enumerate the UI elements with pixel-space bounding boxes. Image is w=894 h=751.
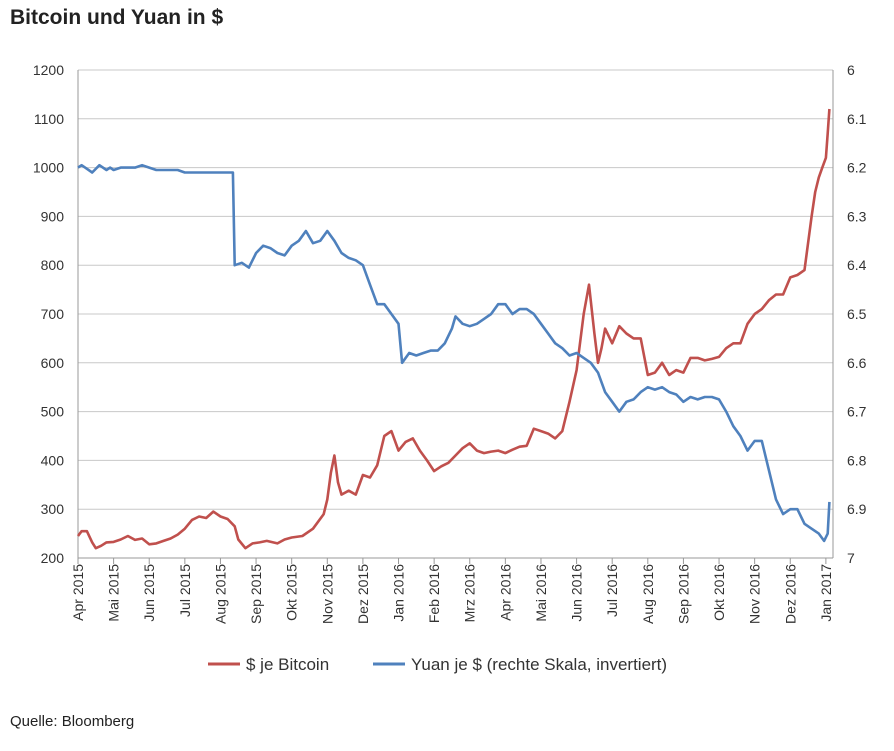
left-tick-label: 1000 bbox=[33, 160, 64, 176]
left-tick-label: 200 bbox=[41, 550, 65, 566]
x-tick-label: Mai 2016 bbox=[533, 564, 549, 622]
x-tick-label: Mai 2015 bbox=[106, 564, 122, 622]
x-tick-label: Dez 2015 bbox=[355, 564, 371, 624]
x-tick-label: Dez 2016 bbox=[782, 564, 798, 624]
right-tick-label: 6.5 bbox=[847, 306, 867, 322]
x-tick-label: Nov 2016 bbox=[747, 564, 763, 624]
series-line-bitcoin bbox=[76, 108, 831, 550]
x-tick-label: Sep 2015 bbox=[248, 564, 264, 624]
x-tick-label: Aug 2015 bbox=[212, 564, 228, 624]
left-tick-label: 700 bbox=[41, 306, 65, 322]
right-tick-label: 6.6 bbox=[847, 355, 867, 371]
left-tick-label: 300 bbox=[41, 501, 65, 517]
series-line-yuan bbox=[77, 163, 831, 543]
right-tick-label: 7 bbox=[847, 550, 855, 566]
right-tick-label: 6.8 bbox=[847, 452, 867, 468]
left-tick-label: 600 bbox=[41, 355, 65, 371]
x-axis-ticks: Apr 2015 Mai 2015 Jun 2015 Jul 2015 Aug 2015… bbox=[70, 558, 834, 624]
x-tick-label: Jan 2016 bbox=[391, 564, 407, 622]
left-tick-label: 500 bbox=[41, 404, 65, 420]
x-tick-label: Apr 2015 bbox=[70, 564, 86, 621]
x-tick-label: Feb 2016 bbox=[426, 564, 442, 623]
x-tick-label: Nov 2015 bbox=[319, 564, 335, 624]
right-tick-label: 6.3 bbox=[847, 208, 867, 224]
right-axis-ticks: 6 6.1 6.2 6.3 6.4 6.5 6.6 6.7 6.8 6.9 7 bbox=[847, 62, 867, 566]
right-tick-label: 6.1 bbox=[847, 111, 867, 127]
right-tick-label: 6.4 bbox=[847, 257, 867, 273]
x-tick-label: Jun 2016 bbox=[569, 564, 585, 622]
right-tick-label: 6.9 bbox=[847, 501, 867, 517]
right-tick-label: 6.2 bbox=[847, 160, 867, 176]
left-tick-label: 900 bbox=[41, 208, 65, 224]
x-tick-label: Jun 2015 bbox=[141, 564, 157, 622]
left-tick-label: 800 bbox=[41, 257, 65, 273]
x-tick-label: Okt 2015 bbox=[284, 564, 300, 621]
left-tick-label: 400 bbox=[41, 452, 65, 468]
left-axis-ticks: 200 300 400 500 600 700 800 900 1000 1100 1200 bbox=[33, 62, 64, 566]
legend: $ je Bitcoin Yuan je $ (rechte Skala, in… bbox=[208, 655, 667, 674]
x-tick-label: Sep 2016 bbox=[675, 564, 691, 624]
axes bbox=[77, 70, 834, 559]
right-tick-label: 6 bbox=[847, 62, 855, 78]
x-tick-label: Jul 2016 bbox=[604, 564, 620, 617]
series bbox=[76, 108, 831, 550]
x-tick-label: Okt 2016 bbox=[711, 564, 727, 621]
left-tick-label: 1200 bbox=[33, 62, 64, 78]
right-tick-label: 6.7 bbox=[847, 404, 867, 420]
x-tick-label: Mrz 2016 bbox=[462, 564, 478, 623]
gridlines bbox=[78, 69, 833, 559]
chart-title: Bitcoin und Yuan in $ bbox=[10, 6, 224, 29]
x-tick-label: Apr 2016 bbox=[497, 564, 513, 621]
source-note: Quelle: Bloomberg bbox=[10, 713, 135, 730]
x-tick-label: Jul 2015 bbox=[177, 564, 193, 617]
legend-label-bitcoin: $ je Bitcoin bbox=[246, 655, 329, 674]
legend-label-yuan: Yuan je $ (rechte Skala, invertiert) bbox=[411, 655, 667, 674]
x-tick-label: Jan 2017 bbox=[818, 564, 834, 622]
left-tick-label: 1100 bbox=[34, 111, 64, 127]
x-tick-label: Aug 2016 bbox=[640, 564, 656, 624]
